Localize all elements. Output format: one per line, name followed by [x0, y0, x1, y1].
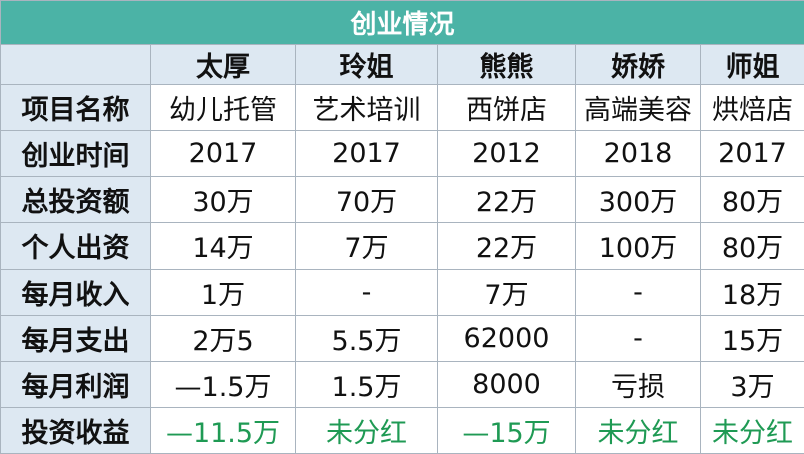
table-cell: 22万	[437, 176, 576, 224]
header-row: 太厚 玲姐 熊熊 娇娇 师姐	[0, 44, 804, 85]
table-cell: 18万	[699, 268, 804, 316]
table-cell: 未分红	[699, 406, 804, 454]
table-row: 总投资额 30万 70万 22万 300万 80万	[0, 176, 804, 224]
table-cell: 14万	[150, 222, 296, 270]
table-cell: 2017	[150, 130, 296, 178]
table-body: 项目名称 幼儿托管 艺术培训 西饼店 高端美容 烘焙店 创业时间 2017 2017 2012 20…	[0, 83, 804, 454]
table-cell: 2万5	[150, 314, 296, 362]
table-cell: 艺术培训	[295, 83, 438, 132]
column-header: 师姐	[699, 44, 804, 85]
table-cell: 7万	[437, 268, 576, 316]
table-cell: 2017	[699, 130, 804, 178]
row-header: 个人出资	[0, 222, 151, 270]
title-row: 创业情况	[0, 0, 804, 45]
table-cell: 30万	[150, 176, 296, 224]
row-header: 总投资额	[0, 176, 151, 224]
table-cell: 亏损	[575, 360, 701, 408]
table-cell: 100万	[575, 222, 701, 270]
column-header: 太厚	[150, 44, 296, 85]
table-cell: 西饼店	[437, 83, 576, 132]
table-cell: 2017	[295, 130, 438, 178]
table-cell: —11.5万	[150, 406, 296, 454]
table-row: 每月利润 —1.5万 1.5万 8000 亏损 3万	[0, 360, 804, 408]
table-title: 创业情况	[0, 0, 804, 45]
table-cell: 烘焙店	[699, 83, 804, 132]
table-cell: —1.5万	[150, 360, 296, 408]
row-header: 投资收益	[0, 406, 151, 454]
table-cell: 未分红	[295, 406, 438, 454]
table-row: 创业时间 2017 2017 2012 2018 2017	[0, 130, 804, 178]
table-cell: 2018	[575, 130, 701, 178]
table-cell: 300万	[575, 176, 701, 224]
corner-cell	[0, 44, 151, 85]
table-row: 每月收入 1万 -7万 -18万	[0, 268, 804, 316]
row-header: 创业时间	[0, 130, 151, 178]
table-row: 个人出资 14万 7万 22万 100万 80万	[0, 222, 804, 270]
table-cell: —15万	[437, 406, 576, 454]
table-row: 投资收益 —11.5万 未分红 —15万 未分红 未分红	[0, 406, 804, 454]
row-header: 每月支出	[0, 314, 151, 362]
column-header: 熊熊	[437, 44, 576, 85]
table-cell: -	[575, 268, 701, 316]
table-cell: 2012	[437, 130, 576, 178]
table-cell: 7万	[295, 222, 438, 270]
column-header: 娇娇	[575, 44, 701, 85]
table-cell: 3万	[699, 360, 804, 408]
table-cell: 8000	[437, 360, 576, 408]
table-cell: -	[575, 314, 701, 362]
table-cell: 80万	[699, 176, 804, 224]
table-cell: 1万	[150, 268, 296, 316]
row-header: 每月收入	[0, 268, 151, 316]
table-cell: 5.5万	[295, 314, 438, 362]
table-row: 项目名称 幼儿托管 艺术培训 西饼店 高端美容 烘焙店	[0, 83, 804, 132]
row-header: 每月利润	[0, 360, 151, 408]
table-cell: 62000	[437, 314, 576, 362]
table-cell: 70万	[295, 176, 438, 224]
table-cell: 高端美容	[575, 83, 701, 132]
table-cell: 22万	[437, 222, 576, 270]
table-cell: -	[295, 268, 438, 316]
column-header: 玲姐	[295, 44, 438, 85]
table-cell: 未分红	[575, 406, 701, 454]
table-head: 创业情况 太厚 玲姐 熊熊 娇娇 师姐	[0, 0, 804, 85]
table-cell: 15万	[699, 314, 804, 362]
table-cell: 80万	[699, 222, 804, 270]
table-cell: 1.5万	[295, 360, 438, 408]
row-header: 项目名称	[0, 83, 151, 132]
table-row: 每月支出 2万5 5.5万 62000-15万	[0, 314, 804, 362]
table-cell: 幼儿托管	[150, 83, 296, 132]
